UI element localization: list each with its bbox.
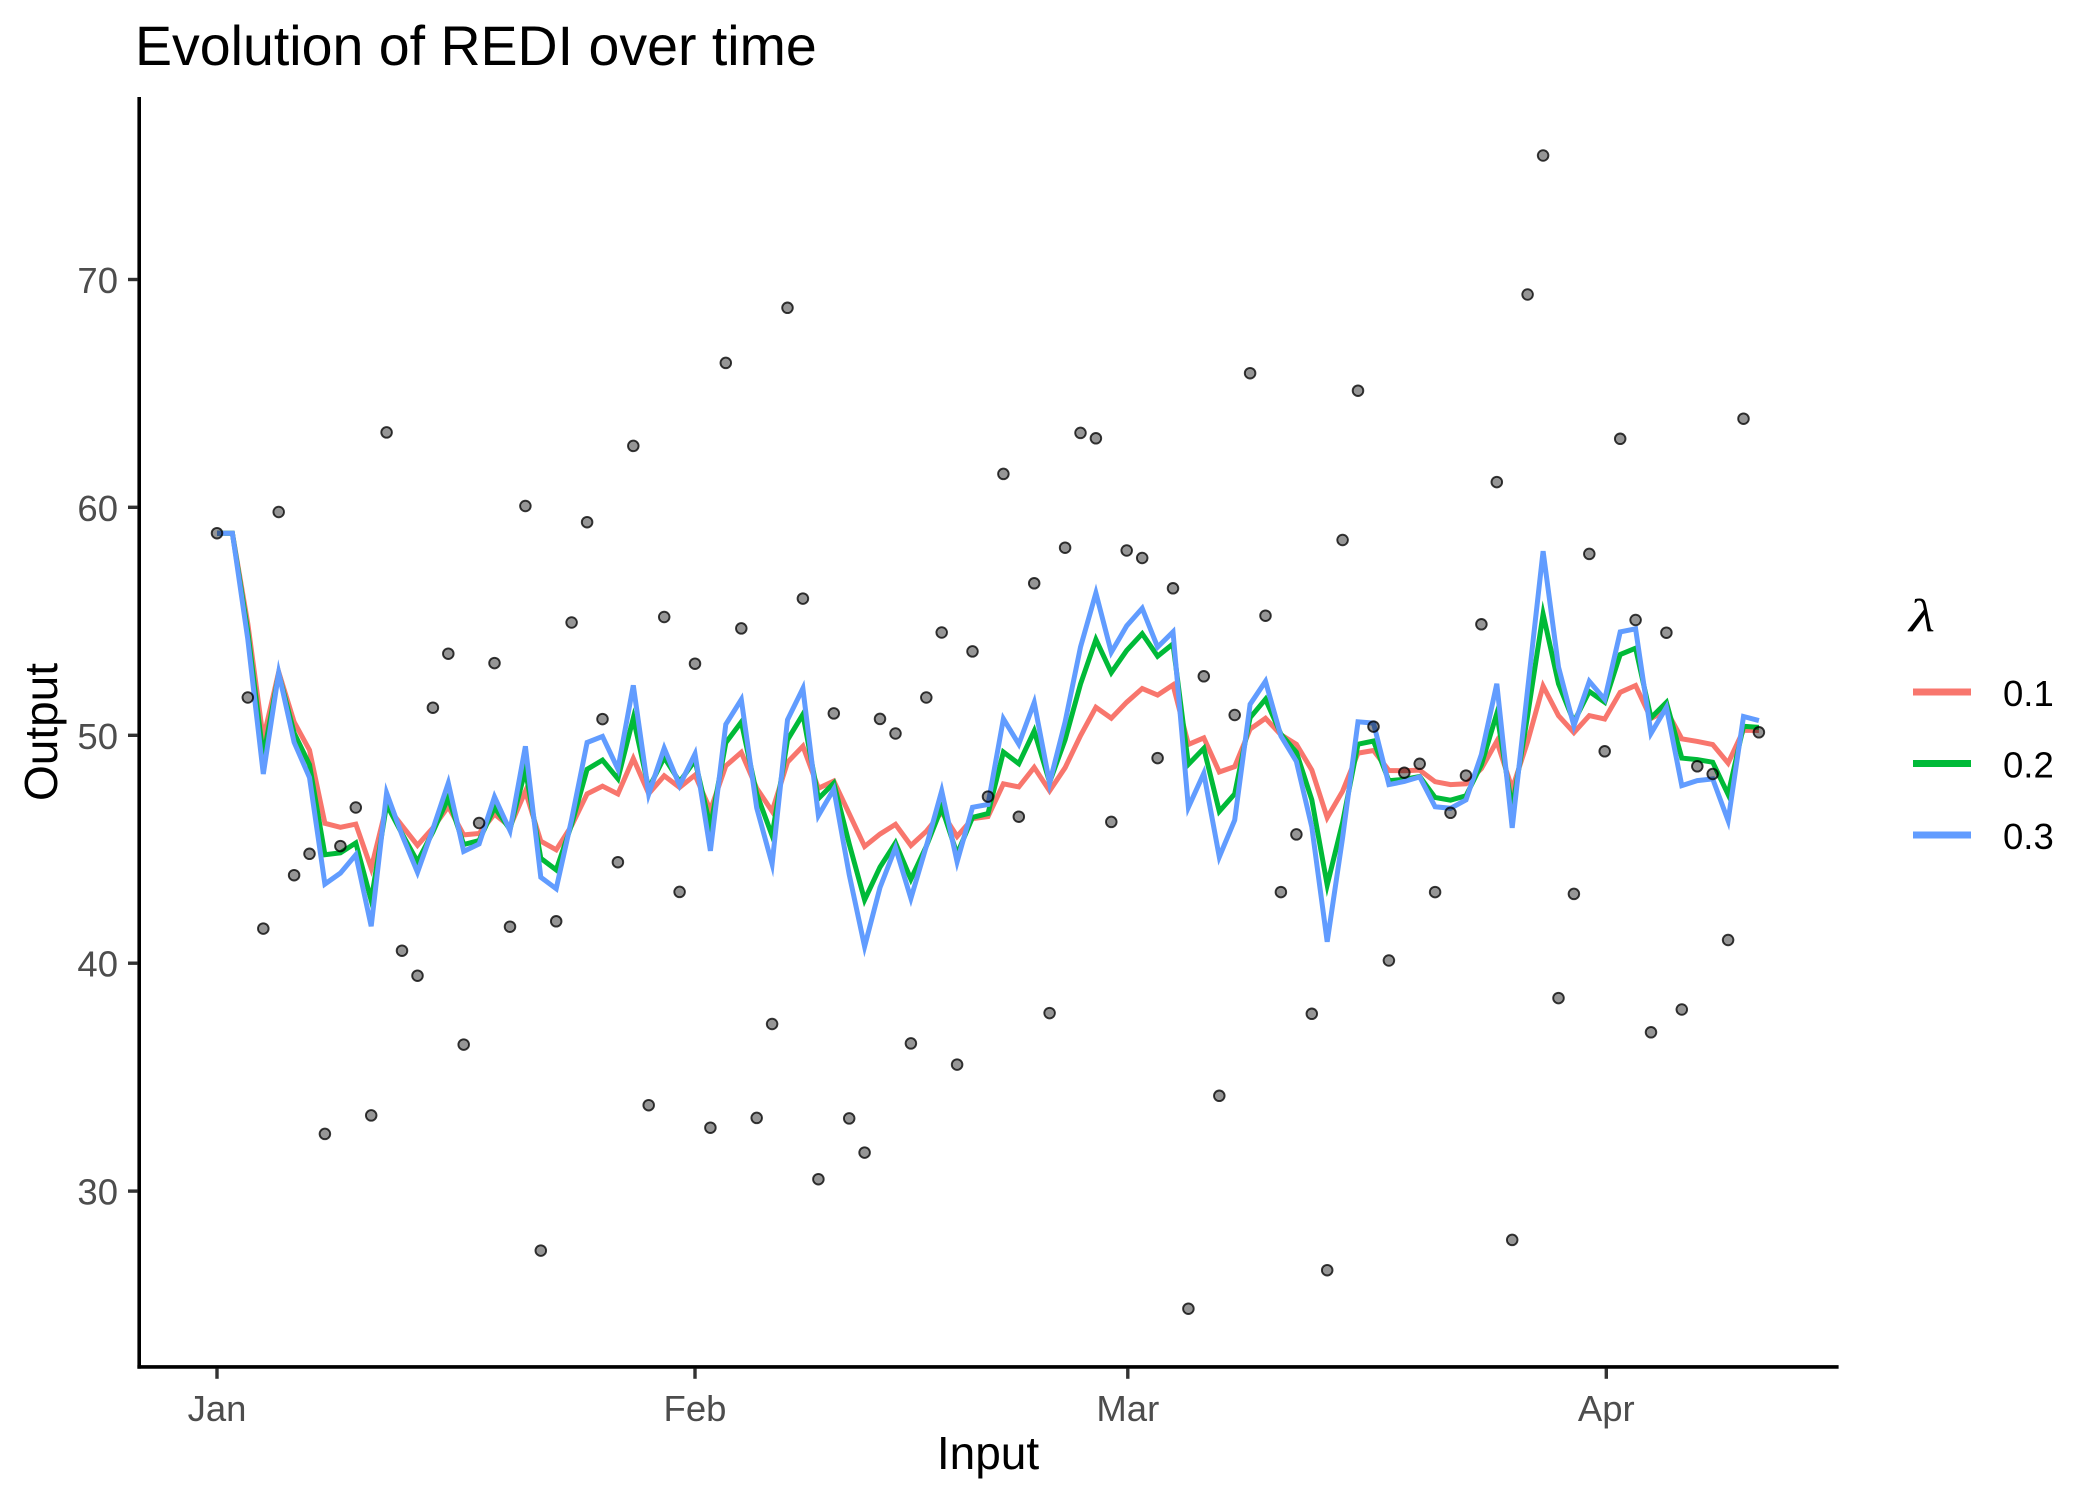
svg-text:Input: Input	[937, 1427, 1040, 1479]
svg-text:0.2: 0.2	[2003, 745, 2054, 786]
svg-text:Output: Output	[15, 663, 67, 801]
svg-text:70: 70	[77, 260, 118, 301]
svg-text:Evolution of REDI over time: Evolution of REDI over time	[135, 15, 817, 77]
svg-text:0.3: 0.3	[2003, 816, 2054, 857]
svg-text:Feb: Feb	[664, 1388, 727, 1429]
svg-text:Apr: Apr	[1578, 1388, 1635, 1429]
svg-text:Jan: Jan	[188, 1388, 247, 1429]
svg-text:Mar: Mar	[1096, 1388, 1159, 1429]
svg-text:60: 60	[77, 488, 118, 529]
svg-text:50: 50	[77, 716, 118, 757]
svg-text:λ: λ	[1906, 590, 1935, 642]
svg-text:0.1: 0.1	[2003, 673, 2054, 714]
svg-text:30: 30	[77, 1172, 118, 1213]
svg-text:40: 40	[77, 944, 118, 985]
